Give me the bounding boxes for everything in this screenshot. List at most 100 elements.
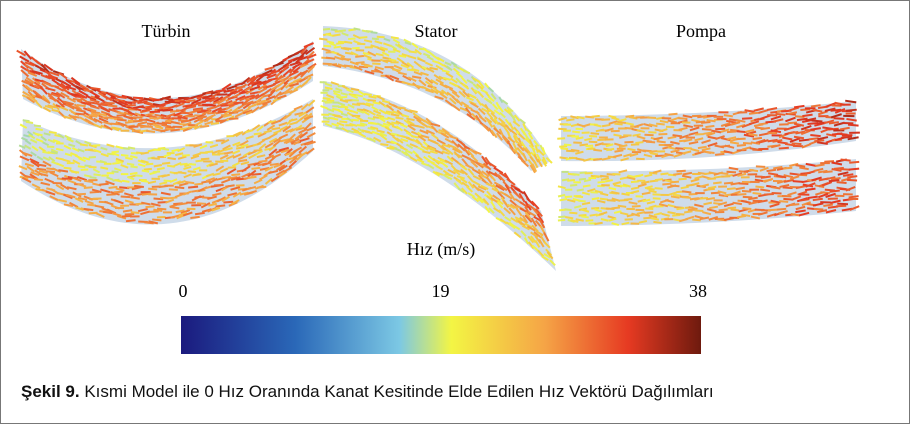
vector <box>847 180 857 181</box>
vector <box>356 62 365 63</box>
vector <box>170 130 179 131</box>
vector <box>649 151 658 152</box>
vector <box>657 141 666 142</box>
vector <box>624 142 633 143</box>
vector <box>106 194 115 195</box>
vector <box>121 196 130 197</box>
vector <box>749 134 758 135</box>
vector <box>360 37 368 38</box>
vector <box>790 204 799 205</box>
vector <box>714 177 722 178</box>
vector <box>849 196 859 197</box>
vector <box>75 114 85 115</box>
vector <box>749 170 758 171</box>
vector <box>372 63 380 64</box>
vector <box>841 160 851 161</box>
vector <box>334 116 342 117</box>
vector <box>364 94 372 95</box>
vector <box>77 194 86 195</box>
vector <box>62 178 72 179</box>
vector <box>564 209 571 210</box>
panel-label: Stator <box>415 21 458 41</box>
vector <box>593 159 602 160</box>
vector <box>753 138 762 139</box>
vector <box>760 190 770 191</box>
vector <box>112 163 120 164</box>
vector <box>779 201 788 202</box>
vector <box>133 98 143 99</box>
vector <box>671 196 680 197</box>
vector <box>783 168 792 169</box>
vector <box>333 91 340 92</box>
vector <box>814 140 824 141</box>
vector <box>728 208 737 209</box>
vector <box>828 129 838 130</box>
figure-graphics: Türbin Stator Pompa Hız (m/s) 01938 <box>1 1 909 381</box>
vector <box>343 48 351 49</box>
vector <box>157 209 166 210</box>
vector <box>589 142 597 143</box>
vector <box>130 197 139 198</box>
vector <box>89 167 97 168</box>
vector <box>837 182 847 183</box>
vector <box>761 176 771 177</box>
vector <box>151 158 159 159</box>
vector <box>144 169 152 170</box>
vector <box>600 199 608 200</box>
vector <box>364 66 372 67</box>
vector <box>764 194 774 195</box>
vector <box>670 186 679 187</box>
vector <box>849 169 859 170</box>
vector <box>724 115 733 116</box>
vector <box>777 209 786 210</box>
vector <box>397 107 405 108</box>
vector <box>135 175 142 176</box>
vector <box>798 175 808 176</box>
colorbar-tick-label: 38 <box>689 281 707 301</box>
vector <box>673 195 681 196</box>
vector <box>344 42 352 43</box>
vector <box>791 214 800 215</box>
vector <box>829 180 840 181</box>
vector <box>71 172 79 173</box>
vector <box>731 209 740 210</box>
vector <box>613 135 621 136</box>
vector <box>131 212 140 213</box>
vector <box>792 143 802 144</box>
vector <box>742 208 751 209</box>
vector <box>565 217 573 218</box>
vector <box>229 118 239 119</box>
vector <box>233 102 243 103</box>
vector <box>148 189 157 190</box>
vector <box>695 210 704 211</box>
vector <box>655 188 663 189</box>
vector <box>114 192 123 193</box>
vector <box>650 153 658 154</box>
vector <box>578 201 585 202</box>
vector <box>673 135 682 136</box>
vector <box>368 100 376 101</box>
blade-passage <box>561 159 856 226</box>
colorbar-title: Hız (m/s) <box>407 239 475 260</box>
vector <box>354 28 361 29</box>
vector <box>78 166 86 167</box>
vector <box>592 198 600 199</box>
vector <box>167 158 175 159</box>
vector <box>711 193 720 194</box>
vector <box>193 174 201 175</box>
vector <box>606 149 614 150</box>
vector <box>125 214 135 215</box>
vector <box>560 199 567 200</box>
vector <box>644 135 653 136</box>
vector <box>251 174 261 175</box>
vector <box>126 220 136 221</box>
vector <box>730 142 739 143</box>
vector <box>90 88 100 89</box>
vector <box>167 166 175 167</box>
vector <box>647 188 655 189</box>
vector <box>848 125 859 126</box>
vector <box>600 176 609 177</box>
vector <box>339 121 347 122</box>
vector <box>779 148 789 149</box>
vector <box>112 171 119 172</box>
